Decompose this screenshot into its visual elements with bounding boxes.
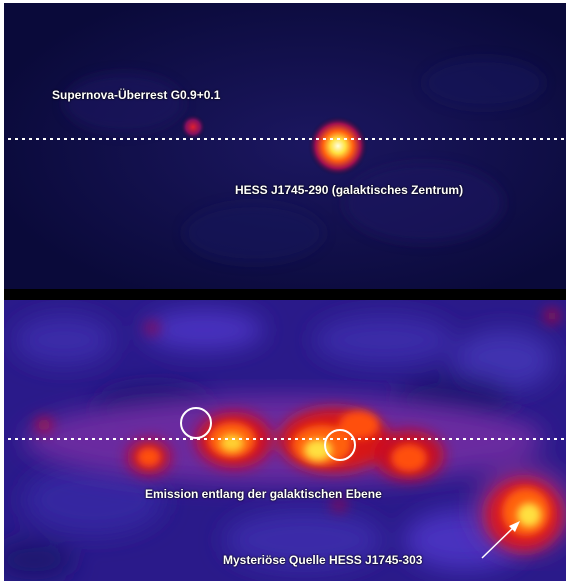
image-frame: Supernova-Überrest G0.9+0.1 HESS J1745-2… bbox=[4, 3, 566, 581]
galactic-center-marker bbox=[324, 429, 356, 461]
bottom-skymap-graphic bbox=[4, 300, 566, 581]
bottom-panel-skymap: Emission entlang der galaktischen Ebene … bbox=[4, 300, 566, 581]
supernova-remnant-source bbox=[180, 114, 206, 140]
label-galactic-center: HESS J1745-290 (galaktisches Zentrum) bbox=[235, 183, 464, 197]
top-skymap-graphic bbox=[4, 3, 566, 289]
panel-divider bbox=[4, 289, 566, 300]
top-panel-skymap: Supernova-Überrest G0.9+0.1 HESS J1745-2… bbox=[4, 3, 566, 289]
mysterious-source-arrowhead bbox=[509, 521, 520, 532]
mysterious-source-arrow bbox=[481, 525, 516, 559]
label-mysterious-source: Mysteriöse Quelle HESS J1745-303 bbox=[223, 553, 423, 567]
galactic-center-source bbox=[308, 116, 368, 176]
supernova-remnant-marker bbox=[180, 407, 212, 439]
label-emission-plane: Emission entlang der galaktischen Ebene bbox=[145, 487, 382, 501]
label-supernova-remnant: Supernova-Überrest G0.9+0.1 bbox=[52, 88, 221, 102]
